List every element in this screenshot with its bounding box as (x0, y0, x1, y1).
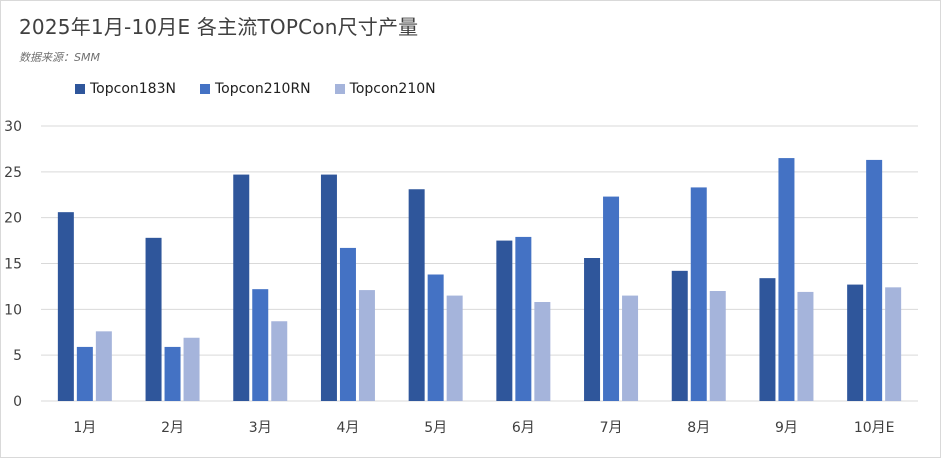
bar-topcon183n-9 (759, 278, 776, 401)
bar-topcon210n-8 (709, 291, 726, 401)
x-tick-label: 5月 (424, 420, 447, 436)
x-tick-label: 6月 (512, 420, 535, 436)
x-tick-label: 3月 (249, 420, 272, 436)
bar-topcon210rn-9 (778, 158, 795, 401)
y-tick-label: 10 (4, 302, 22, 318)
bar-topcon183n-6 (496, 240, 513, 401)
bar-topcon183n-3 (233, 174, 250, 401)
bar-topcon210n-5 (446, 295, 463, 401)
bar-topcon210n-4 (358, 290, 375, 401)
x-tick-label: 9月 (775, 420, 798, 436)
bar-topcon210n-10 (885, 287, 902, 401)
y-tick-label: 30 (4, 119, 22, 135)
y-tick-label: 15 (4, 257, 22, 273)
legend-swatch-topcon183n (75, 84, 85, 94)
legend-label-topcon183n: Topcon183N (90, 81, 176, 97)
bar-topcon210rn-10 (866, 159, 883, 401)
bar-topcon210n-3 (271, 321, 288, 401)
legend-item-topcon210rn: Topcon210RN (199, 81, 311, 97)
y-tick-label: 5 (13, 348, 22, 364)
bar-topcon210rn-1 (76, 346, 93, 401)
x-tick-label: 1月 (73, 420, 96, 436)
chart-source: 数据来源：SMM (19, 51, 100, 64)
bar-topcon183n-8 (671, 270, 688, 401)
x-tick-label: 7月 (600, 420, 623, 436)
bar-topcon210n-2 (183, 337, 200, 401)
bar-topcon210n-7 (622, 295, 639, 401)
x-tick-label: 2月 (161, 420, 184, 436)
y-tick-label: 20 (4, 211, 22, 227)
bar-topcon210rn-2 (164, 346, 181, 401)
legend: Topcon183N Topcon210RN Topcon210N (75, 81, 460, 97)
bar-topcon210n-6 (534, 302, 551, 401)
chart-title: 2025年1月-10月E 各主流TOPCon尺寸产量 (19, 15, 419, 39)
bar-topcon210rn-5 (427, 274, 444, 401)
y-tick-label: 0 (13, 394, 22, 410)
legend-item-topcon183n: Topcon183N (75, 81, 176, 97)
bar-topcon210rn-8 (690, 187, 707, 401)
bar-topcon210rn-7 (603, 196, 620, 401)
x-tick-label: 10月E (854, 420, 895, 436)
x-tick-label: 8月 (687, 420, 710, 436)
bar-topcon210rn-4 (339, 247, 356, 401)
bar-topcon210n-1 (95, 331, 112, 401)
legend-swatch-topcon210n (334, 84, 345, 94)
x-tick-label: 4月 (336, 420, 359, 436)
legend-item-topcon210n: Topcon210N (334, 81, 436, 97)
bar-topcon183n-4 (320, 174, 337, 401)
bar-topcon183n-2 (145, 237, 162, 401)
bar-topcon183n-5 (408, 189, 425, 401)
bar-topcon210rn-6 (515, 236, 532, 401)
y-tick-label: 25 (4, 165, 22, 181)
legend-label-topcon210n: Topcon210N (349, 81, 436, 97)
legend-label-topcon210rn: Topcon210RN (214, 81, 311, 97)
legend-swatch-topcon210rn (199, 84, 210, 94)
bar-topcon183n-10 (847, 284, 864, 401)
bar-topcon183n-7 (584, 258, 601, 401)
bar-topcon210rn-3 (252, 289, 269, 401)
bar-topcon183n-1 (57, 212, 74, 401)
bar-topcon210n-9 (797, 291, 814, 401)
